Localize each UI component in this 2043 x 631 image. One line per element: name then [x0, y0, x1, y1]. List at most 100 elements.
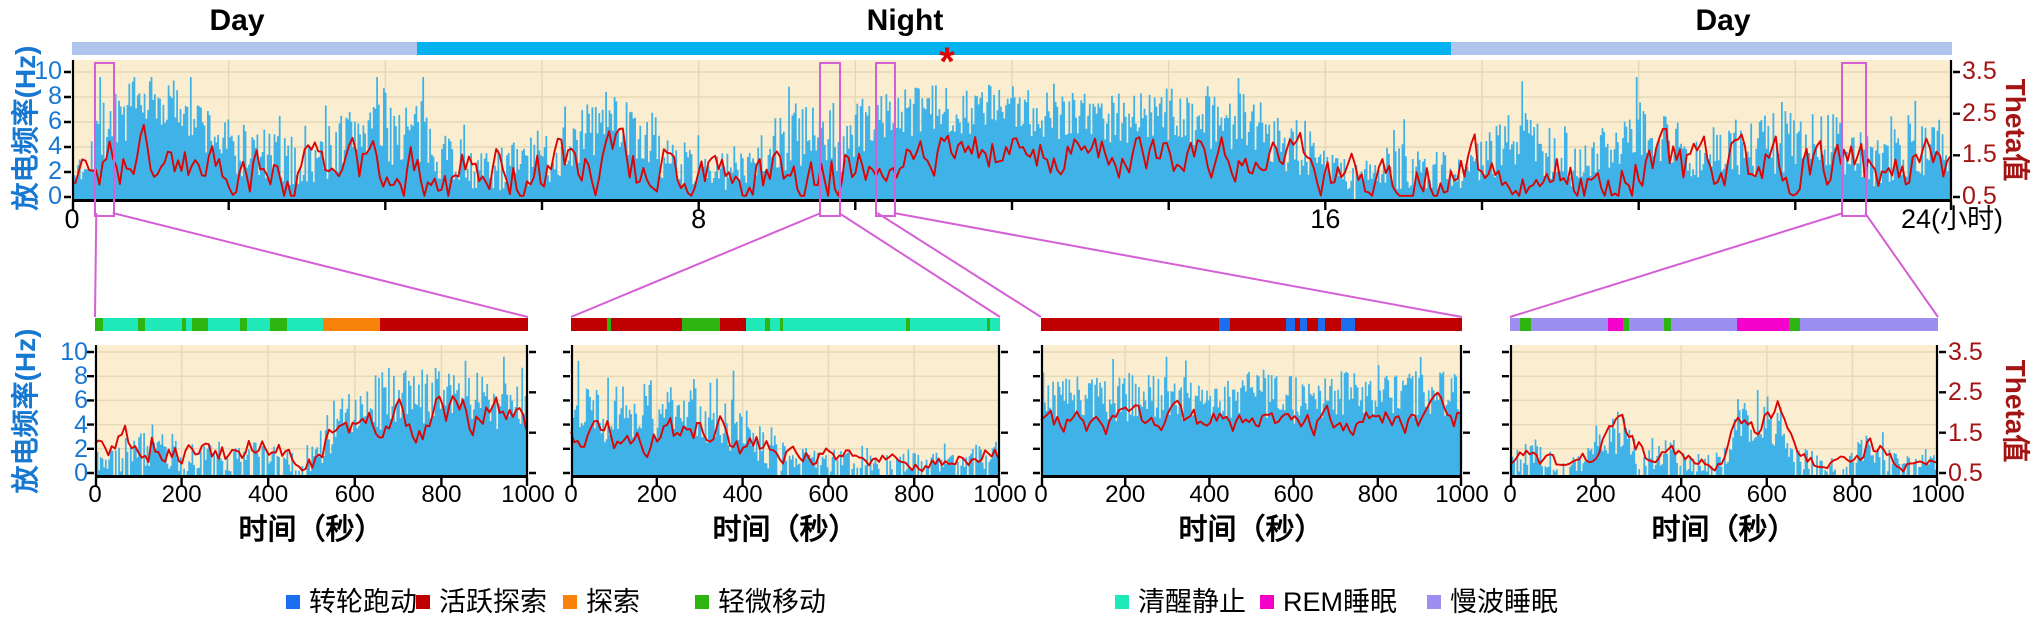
state-segment-explore	[323, 318, 380, 331]
panel1-x-label: 时间（秒）	[238, 514, 384, 546]
state-segment-move	[181, 318, 186, 331]
state-segment-sws	[1510, 318, 1520, 331]
legend-label: 轻微移动	[718, 586, 826, 617]
panel4-x-label: 时间（秒）	[1651, 514, 1797, 546]
panel3-chart-plot	[1033, 345, 1470, 486]
panel1-y-left-tick: 0	[74, 459, 88, 487]
panel4-chart-plot	[1502, 345, 1946, 486]
legend-swatch-quiet	[1115, 595, 1129, 609]
state-segment-sws	[1531, 318, 1608, 331]
state-segment-run	[1219, 318, 1230, 331]
panel4-y-right-tick: 0.5	[1948, 458, 1983, 487]
main-y-right-label: Theta值	[2000, 78, 2031, 182]
day-night-bar	[0, 42, 2043, 55]
legend-label: 探索	[586, 586, 640, 617]
sub-y-right-label: Theta值	[2000, 359, 2031, 463]
panel1-state-bar	[95, 318, 528, 331]
state-segment-active	[719, 318, 747, 331]
state-segment-active	[571, 318, 608, 331]
panel4-state-bar	[1510, 318, 1938, 331]
day-night-segment-night-1	[416, 42, 1451, 55]
panel3-x-tick: 800	[1357, 481, 1398, 508]
main-y-right-tick: 1.5	[1962, 140, 1997, 169]
state-segment-move	[192, 318, 209, 331]
night-title: Night	[866, 4, 944, 37]
state-segment-move	[270, 318, 287, 331]
panel2-x-tick: 0	[564, 481, 578, 508]
main-y-left-tick: 10	[34, 57, 62, 85]
panel1-y-left-tick: 8	[74, 362, 88, 391]
legend-label: 慢波睡眠	[1450, 586, 1558, 617]
legend-item-active: 活跃探索	[416, 588, 547, 616]
main-chart-plot	[64, 60, 1960, 210]
panel4-x-tick: 400	[1661, 481, 1702, 508]
panel3-x-label: 时间（秒）	[1178, 514, 1324, 546]
panel4-x-tick: 600	[1746, 481, 1787, 508]
panel1-x-tick: 600	[334, 481, 375, 508]
main-x-tick: 16	[1310, 204, 1341, 234]
panel1-chart-plot	[87, 345, 536, 486]
state-segment-rem	[1737, 318, 1789, 331]
state-segment-quiet	[103, 318, 139, 331]
panel1-y-left-tick: 4	[74, 410, 88, 439]
state-segment-run	[1286, 318, 1295, 331]
state-segment-move	[607, 318, 611, 331]
state-segment-active	[1354, 318, 1462, 331]
legend-label: 活跃探索	[439, 586, 547, 617]
state-segment-sws	[1800, 318, 1938, 331]
legend-label: REM睡眠	[1283, 586, 1397, 617]
state-segment-run	[1299, 318, 1307, 331]
legend-swatch-active	[416, 595, 430, 609]
panel1-y-left-tick: 6	[74, 386, 88, 415]
state-segment-quiet	[769, 318, 780, 331]
state-segment-move	[682, 318, 720, 331]
state-segment-quiet	[144, 318, 182, 331]
panel1-x-tick: 1000	[501, 481, 555, 508]
legend-swatch-rem	[1260, 595, 1274, 609]
state-segment-quiet	[746, 318, 765, 331]
legend-label: 转轮跑动	[309, 586, 417, 617]
state-segment-sws	[1670, 318, 1738, 331]
panel3-x-tick: 200	[1105, 481, 1146, 508]
legend-item-sws: 慢波睡眠	[1427, 588, 1558, 616]
day1-title: Day	[209, 4, 265, 37]
panel3-x-tick: 0	[1034, 481, 1048, 508]
panel4-x-tick: 0	[1503, 481, 1517, 508]
panel4-y-right-tick: 3.5	[1948, 338, 1983, 366]
state-segment-quiet	[782, 318, 906, 331]
state-segment-active	[1306, 318, 1318, 331]
panel1-x-tick: 200	[161, 481, 202, 508]
panel4-x-tick: 1000	[1911, 481, 1965, 508]
state-segment-move	[138, 318, 145, 331]
state-legend: 转轮跑动 活跃探索 探索 轻微移动 清醒静止 REM睡眠 慢波睡眠	[0, 588, 2043, 622]
panel4-y-right-tick: 2.5	[1948, 378, 1983, 407]
state-segment-active	[1229, 318, 1287, 331]
panel2-x-label: 时间（秒）	[712, 514, 858, 546]
state-segment-active	[379, 318, 528, 331]
sub-y-left-label: 放电频率(Hz)	[10, 328, 41, 494]
legend-item-move: 轻微移动	[695, 588, 826, 616]
state-segment-move	[95, 318, 104, 331]
legend-label: 清醒静止	[1138, 586, 1246, 617]
panel1-y-left-tick: 10	[60, 338, 88, 366]
day2-title: Day	[1695, 4, 1751, 37]
panel2-chart-plot	[563, 345, 1008, 486]
state-segment-rem	[1608, 318, 1624, 331]
panel1-y-left-tick: 2	[74, 434, 88, 463]
state-segment-run	[1340, 318, 1355, 331]
day-night-segment-day-0	[72, 42, 417, 55]
panel3-x-tick: 400	[1189, 481, 1230, 508]
panel4-x-tick: 200	[1575, 481, 1616, 508]
legend-item-quiet: 清醒静止	[1115, 588, 1246, 616]
state-segment-move	[986, 318, 991, 331]
panel3-x-tick: 600	[1273, 481, 1314, 508]
state-segment-move	[1519, 318, 1532, 331]
main-x-tick: 8	[691, 204, 707, 234]
panel2-x-tick: 1000	[973, 481, 1027, 508]
panel2-state-bar	[571, 318, 1000, 331]
legend-item-run: 转轮跑动	[286, 588, 417, 616]
legend-swatch-explore	[563, 595, 577, 609]
main-y-right-tick: 0.5	[1962, 182, 1997, 211]
state-segment-move	[905, 318, 911, 331]
state-segment-move	[779, 318, 783, 331]
